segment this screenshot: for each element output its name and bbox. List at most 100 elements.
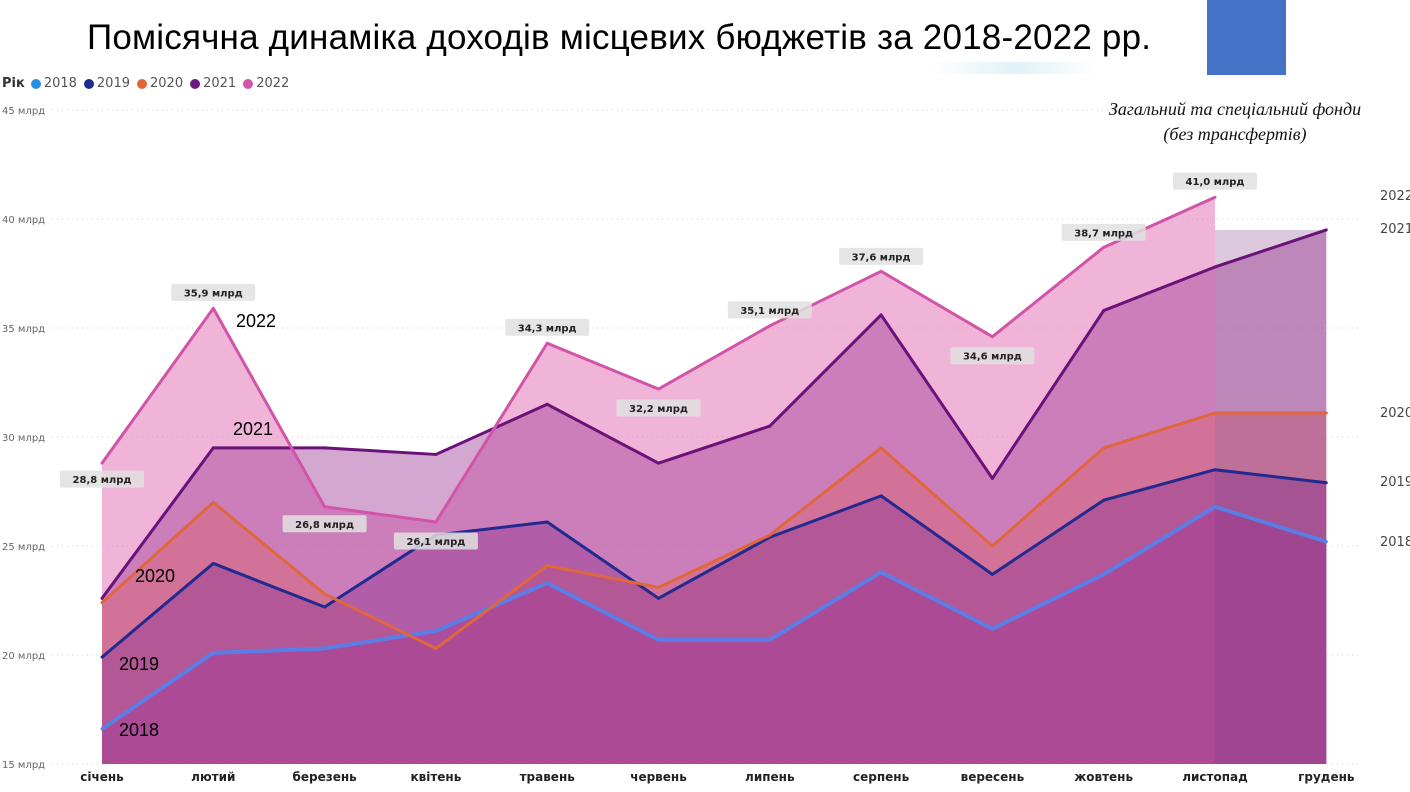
x-tick-label: липень xyxy=(745,770,795,784)
data-point-2021 xyxy=(100,596,104,600)
data-point-2021 xyxy=(1324,228,1328,232)
y-tick-label: 25 млрд xyxy=(2,542,45,553)
data-point-2022 xyxy=(100,461,104,465)
data-label-background xyxy=(727,301,812,319)
data-label: 41,0 млрд xyxy=(1186,177,1245,188)
data-label: 28,8 млрд xyxy=(73,475,132,486)
data-point-2018 xyxy=(211,651,215,655)
year-annotation: 2021 xyxy=(233,419,273,439)
y-tick-label: 40 млрд xyxy=(2,215,45,226)
data-point-2018 xyxy=(1213,505,1217,509)
data-point-2020 xyxy=(657,585,660,589)
legend-label: 2020 xyxy=(150,76,184,91)
data-point-2021 xyxy=(1102,309,1106,313)
data-point-2021 xyxy=(768,424,772,428)
data-point-2022 xyxy=(211,306,215,310)
data-label: 26,1 млрд xyxy=(406,537,465,548)
data-point-2020 xyxy=(323,592,327,596)
data-point-2020 xyxy=(990,544,994,548)
data-label-background xyxy=(1173,172,1257,190)
legend-dot-icon xyxy=(190,78,201,89)
data-point-2022 xyxy=(879,269,883,273)
year-annotation: 2022 xyxy=(236,311,276,331)
data-point-2020 xyxy=(100,601,104,605)
data-point-2022 xyxy=(1102,245,1106,249)
data-label: 35,9 млрд xyxy=(184,288,243,299)
data-point-2018 xyxy=(323,646,327,650)
x-tick-label: січень xyxy=(80,770,124,784)
legend-dot-icon xyxy=(137,78,147,89)
data-point-2019 xyxy=(1213,468,1217,472)
data-point-2019 xyxy=(657,596,660,600)
legend-item-2018[interactable]: 2018 xyxy=(30,76,77,91)
data-label: 26,8 млрд xyxy=(295,520,354,531)
legend-item-2019[interactable]: 2019 xyxy=(83,76,130,91)
x-tick-label: грудень xyxy=(1298,770,1355,784)
y-tick-label: 15 млрд xyxy=(2,760,45,771)
data-label: 37,6 млрд xyxy=(852,252,911,263)
data-point-2022 xyxy=(768,324,772,328)
data-point-2021 xyxy=(211,446,215,450)
decorative-blue-square xyxy=(1207,0,1286,75)
data-point-2019 xyxy=(1324,481,1328,485)
data-point-2022 xyxy=(545,341,549,345)
data-point-2021 xyxy=(434,452,438,456)
x-tick-label: серпень xyxy=(853,770,910,784)
series-line-2019 xyxy=(101,468,1327,659)
series-end-label: 2019 xyxy=(1380,475,1410,490)
y-tick-label: 30 млрд xyxy=(2,433,45,444)
chart-subtitle: Загальний та спеціальний фонди (без тран… xyxy=(1080,97,1390,147)
series-end-label: 2020 xyxy=(1380,406,1410,421)
data-label-background xyxy=(839,247,924,265)
data-point-2018 xyxy=(657,638,660,642)
data-label-background xyxy=(282,515,367,533)
title-underline-decoration xyxy=(930,62,1100,74)
data-label-background xyxy=(60,470,144,488)
legend-item-2020[interactable]: 2020 xyxy=(137,76,183,91)
legend-dot-icon xyxy=(83,78,94,89)
data-label-background xyxy=(616,399,701,417)
x-tick-label: березень xyxy=(292,770,357,784)
data-label: 38,7 млрд xyxy=(1074,228,1133,239)
data-point-2022 xyxy=(657,387,660,391)
page-title: Помісячна динаміка доходів місцевих бюдж… xyxy=(87,18,1152,57)
data-point-2020 xyxy=(1102,446,1106,450)
data-label: 34,6 млрд xyxy=(963,352,1022,363)
data-point-2020 xyxy=(211,500,215,504)
series-line-2021 xyxy=(100,228,1327,600)
legend-dot-icon xyxy=(30,78,41,89)
area-fill-2018 xyxy=(102,506,1327,764)
y-tick-label: 45 млрд xyxy=(2,106,45,117)
highlight-region xyxy=(1215,229,1327,764)
data-point-2022 xyxy=(434,520,438,524)
legend-item-2021[interactable]: 2021 xyxy=(190,76,236,91)
data-point-2020 xyxy=(879,446,883,450)
legend-item-2022[interactable]: 2022 xyxy=(243,76,289,91)
legend-label: 2019 xyxy=(96,76,130,91)
data-point-2019 xyxy=(990,572,994,576)
year-annotation: 2019 xyxy=(119,654,159,674)
data-point-2018 xyxy=(545,581,549,585)
x-tick-label: травень xyxy=(520,770,576,784)
x-tick-label: вересень xyxy=(961,770,1025,784)
series-end-label: 2018 xyxy=(1380,535,1410,550)
x-tick-label: жовтень xyxy=(1074,770,1133,784)
data-point-2022 xyxy=(990,335,994,339)
data-label-background xyxy=(171,283,256,301)
data-point-2021 xyxy=(879,313,883,317)
subtitle-line-2: (без трансфертів) xyxy=(1163,124,1307,144)
data-point-2019 xyxy=(1102,498,1106,502)
data-point-2022 xyxy=(323,505,327,509)
data-label: 34,3 млрд xyxy=(518,323,577,334)
data-point-2019 xyxy=(879,494,883,498)
data-point-2018 xyxy=(434,629,438,633)
data-point-2020 xyxy=(1324,411,1328,415)
data-label-background xyxy=(1061,223,1146,241)
data-point-2018 xyxy=(1102,572,1106,576)
data-point-2020 xyxy=(1213,411,1217,415)
data-point-2022 xyxy=(1213,195,1217,199)
series-end-label: 2022 xyxy=(1380,189,1410,204)
data-point-2019 xyxy=(323,605,327,609)
series-end-label: 2021 xyxy=(1380,222,1410,237)
